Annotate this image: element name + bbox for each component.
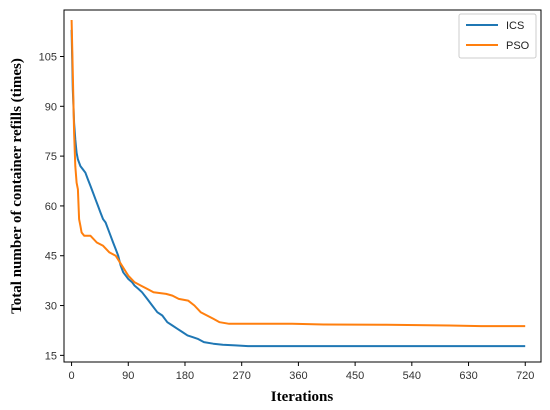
y-tick-label: 105 — [39, 51, 57, 63]
y-tick-label: 90 — [45, 101, 57, 113]
legend-label-ics: ICS — [506, 20, 524, 32]
x-tick-label: 360 — [289, 370, 307, 382]
y-axis-title: Total number of container refills (times… — [9, 58, 25, 314]
x-tick-label: 630 — [459, 370, 477, 382]
x-tick-label: 720 — [516, 370, 534, 382]
series-layer — [70, 19, 526, 348]
plot-frame — [63, 9, 542, 363]
y-tick-label: 60 — [45, 201, 57, 213]
series-line-pso — [70, 19, 526, 328]
legend-label-pso: PSO — [506, 40, 530, 52]
x-tick-label: 0 — [68, 370, 74, 382]
x-tick-label: 180 — [176, 370, 194, 382]
y-tick-label: 15 — [45, 350, 57, 362]
series-line-ics — [70, 29, 526, 348]
x-tick-label: 450 — [346, 370, 364, 382]
x-tick-label: 540 — [403, 370, 421, 382]
x-tick-label: 270 — [233, 370, 251, 382]
y-tick-label: 45 — [45, 251, 57, 263]
plot-area — [63, 9, 542, 363]
x-tick-label: 90 — [122, 370, 134, 382]
y-axis: 15 30 45 60 75 90 105 — [39, 51, 64, 362]
y-tick-label: 75 — [45, 151, 57, 163]
legend: ICS PSO — [458, 13, 537, 59]
x-axis-title: Iterations — [271, 389, 334, 405]
x-axis: 0 90 180 270 360 450 540 630 720 — [68, 362, 534, 382]
y-tick-label: 30 — [45, 301, 57, 313]
